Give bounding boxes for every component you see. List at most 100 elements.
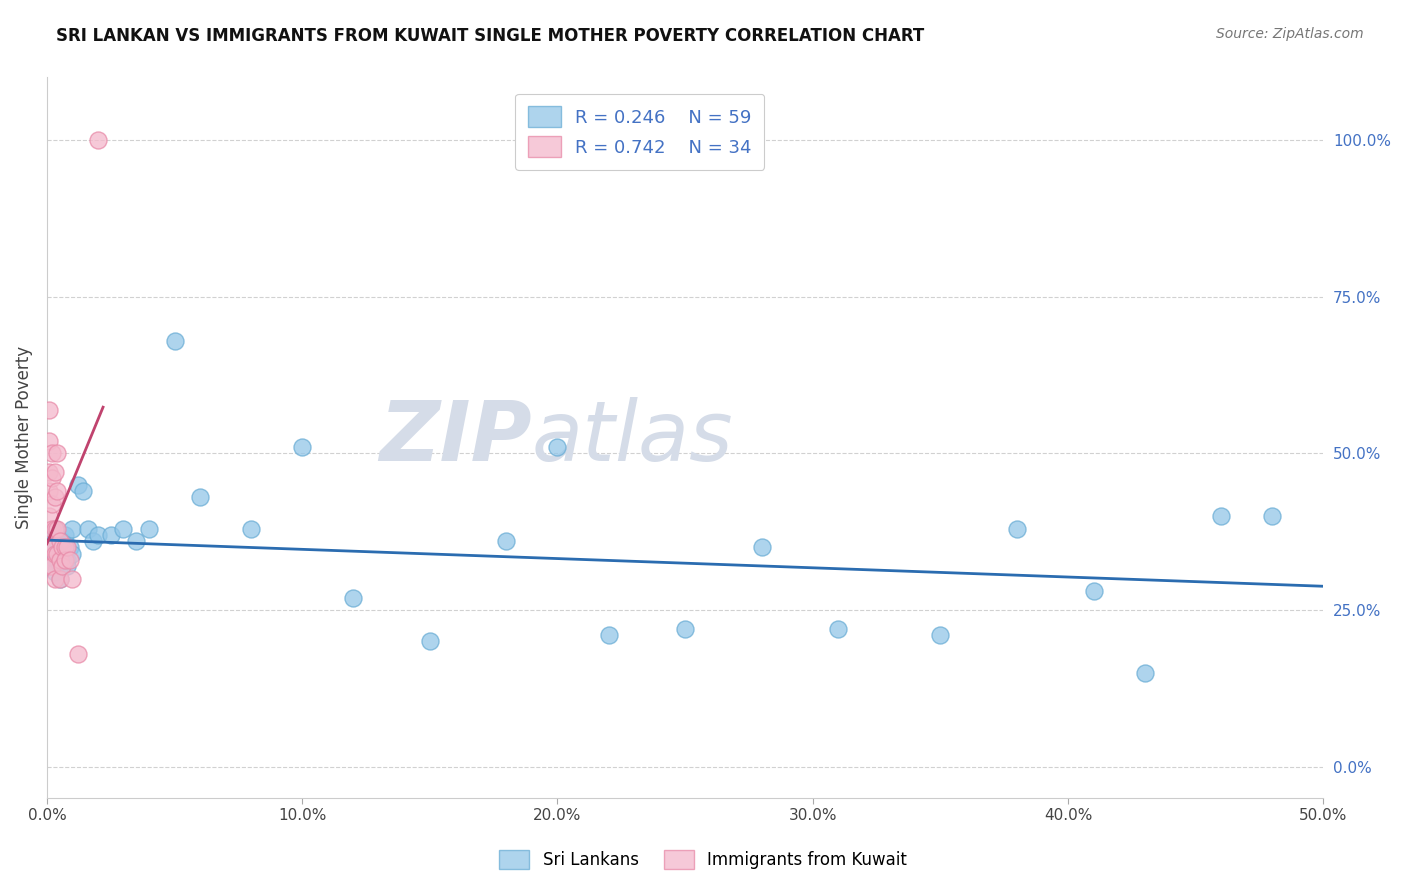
Point (38, 547, 60, 561)
Point (48, 572, 70, 586)
Point (751, 541, 773, 555)
Point (44, 465, 66, 479)
Point (138, 522, 160, 536)
Point (673, 622, 696, 636)
Point (240, 522, 263, 536)
Point (62, 547, 84, 561)
Point (827, 622, 849, 636)
Point (44, 534, 66, 549)
Point (53, 553, 76, 567)
Point (56, 559, 79, 574)
Point (48, 534, 70, 549)
Point (48, 541, 70, 555)
Point (38, 402, 60, 417)
Point (41, 559, 63, 574)
Point (38, 559, 60, 574)
Point (291, 440, 314, 454)
Point (1261, 509, 1284, 524)
Point (82, 534, 104, 549)
Point (62, 522, 84, 536)
Point (46, 547, 69, 561)
Point (1211, 509, 1233, 524)
Point (51, 534, 73, 549)
Point (53, 541, 76, 555)
Point (44, 566, 66, 580)
Point (38, 534, 60, 549)
Point (44, 547, 66, 561)
Point (44, 547, 66, 561)
Point (56, 541, 79, 555)
Point (419, 634, 441, 648)
Point (48, 559, 70, 574)
Point (46, 522, 69, 536)
Point (66, 647, 89, 661)
Point (44, 572, 66, 586)
Point (41, 553, 63, 567)
Point (929, 628, 952, 642)
Point (59, 553, 82, 567)
Point (51, 553, 73, 567)
Legend: R = 0.246    N = 59, R = 0.742    N = 34: R = 0.246 N = 59, R = 0.742 N = 34 (516, 94, 763, 169)
Point (38, 541, 60, 555)
Point (51, 541, 73, 555)
Point (598, 628, 620, 642)
Point (44, 490, 66, 504)
Point (51, 547, 73, 561)
Point (100, 528, 122, 542)
Point (53, 528, 76, 542)
Point (38, 465, 60, 479)
Point (48, 553, 70, 567)
Point (41, 446, 63, 460)
Legend: Sri Lankans, Immigrants from Kuwait: Sri Lankans, Immigrants from Kuwait (489, 840, 917, 880)
Point (51, 559, 73, 574)
Text: SRI LANKAN VS IMMIGRANTS FROM KUWAIT SINGLE MOTHER POVERTY CORRELATION CHART: SRI LANKAN VS IMMIGRANTS FROM KUWAIT SIN… (56, 27, 925, 45)
Point (46, 547, 69, 561)
Point (163, 334, 186, 348)
Text: atlas: atlas (531, 397, 734, 478)
Point (59, 541, 82, 555)
Point (53, 547, 76, 561)
Point (46, 534, 69, 549)
Point (41, 471, 63, 485)
Point (41, 497, 63, 511)
Point (53, 541, 76, 555)
Point (38, 541, 60, 555)
Point (44, 522, 66, 536)
Point (56, 553, 79, 567)
Point (44, 522, 66, 536)
Point (546, 440, 568, 454)
Text: Source: ZipAtlas.com: Source: ZipAtlas.com (1216, 27, 1364, 41)
Point (41, 559, 63, 574)
Point (87, 133, 110, 147)
Point (46, 553, 69, 567)
Point (66, 477, 89, 491)
Text: ZIP: ZIP (380, 397, 531, 478)
Point (38, 434, 60, 448)
Point (38, 509, 60, 524)
Point (62, 572, 84, 586)
Point (41, 541, 63, 555)
Point (87, 528, 110, 542)
Point (112, 522, 135, 536)
Point (41, 522, 63, 536)
Point (44, 553, 66, 567)
Point (1005, 522, 1028, 536)
Point (72, 483, 94, 498)
Point (48, 547, 70, 561)
Point (342, 591, 364, 605)
Point (41, 541, 63, 555)
Point (38, 483, 60, 498)
Point (46, 483, 69, 498)
Point (188, 490, 211, 504)
Point (1083, 584, 1105, 599)
Point (125, 534, 148, 549)
Point (1133, 665, 1156, 680)
Point (48, 553, 70, 567)
Point (41, 528, 63, 542)
Y-axis label: Single Mother Poverty: Single Mother Poverty (15, 346, 32, 529)
Point (48, 572, 70, 586)
Point (76, 522, 98, 536)
Point (46, 446, 69, 460)
Point (495, 534, 517, 549)
Point (46, 541, 69, 555)
